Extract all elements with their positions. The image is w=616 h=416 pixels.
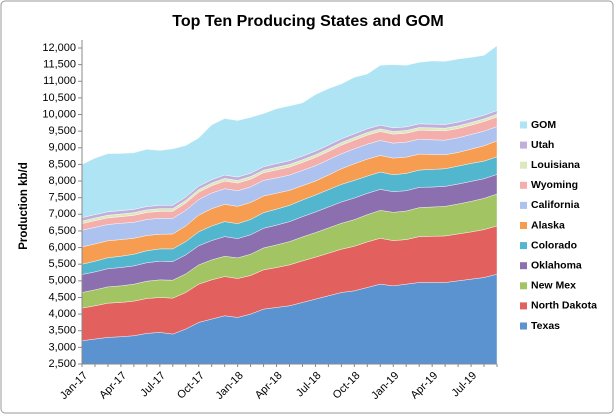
y-tick-label: 8,000 (48, 175, 76, 187)
legend-swatch (520, 242, 527, 250)
y-tick-label: 3,000 (48, 341, 76, 353)
legend-label: Oklahoma (531, 259, 582, 271)
area (82, 45, 497, 218)
y-tick-label: 4,000 (48, 308, 76, 320)
legend-label: Alaska (531, 219, 565, 231)
legend-swatch (520, 161, 527, 169)
legend-swatch (520, 282, 527, 290)
y-tick-label: 9,500 (48, 125, 76, 137)
legend-swatch (520, 181, 527, 189)
legend-label: Wyoming (531, 179, 578, 191)
y-tick-label: 6,500 (48, 225, 76, 237)
legend-label: Utah (531, 139, 554, 151)
legend-label: Texas (531, 320, 560, 332)
y-tick-label: 12,000 (42, 42, 76, 54)
y-tick-label: 2,500 (48, 358, 76, 370)
y-tick-label: 7,000 (48, 208, 76, 220)
legend-swatch (520, 201, 527, 209)
y-tick-label: 5,000 (48, 275, 76, 287)
legend-swatch (520, 302, 527, 310)
chart-title: Top Ten Producing States and GOM (172, 13, 443, 30)
y-tick-label: 5,500 (48, 258, 76, 270)
legend-swatch (520, 262, 527, 270)
y-tick-label: 4,500 (48, 291, 76, 303)
legend-swatch (520, 322, 527, 330)
y-axis-label: Production kb/d (18, 162, 30, 250)
y-tick-label: 9,000 (48, 142, 76, 154)
legend-swatch (520, 121, 527, 129)
legend-label: New Mex (531, 280, 576, 292)
y-tick-label: 11,000 (43, 75, 76, 87)
legend-label: California (531, 199, 580, 211)
legend-swatch (520, 141, 527, 149)
legend-label: Louisiana (531, 159, 580, 171)
y-tick-label: 10,500 (42, 92, 76, 104)
legend-label: Colorado (531, 239, 577, 251)
y-tick-label: 3,500 (48, 325, 76, 337)
y-tick-label: 11,500 (43, 59, 76, 71)
y-tick-label: 8,500 (48, 158, 76, 170)
y-tick-label: 10,000 (42, 108, 76, 120)
y-tick-label: 7,500 (48, 192, 76, 204)
legend-label: GOM (531, 119, 556, 131)
y-tick-label: 6,000 (48, 241, 76, 253)
plot-area (82, 45, 497, 364)
legend-swatch (520, 222, 527, 229)
legend-label: North Dakota (531, 300, 597, 312)
